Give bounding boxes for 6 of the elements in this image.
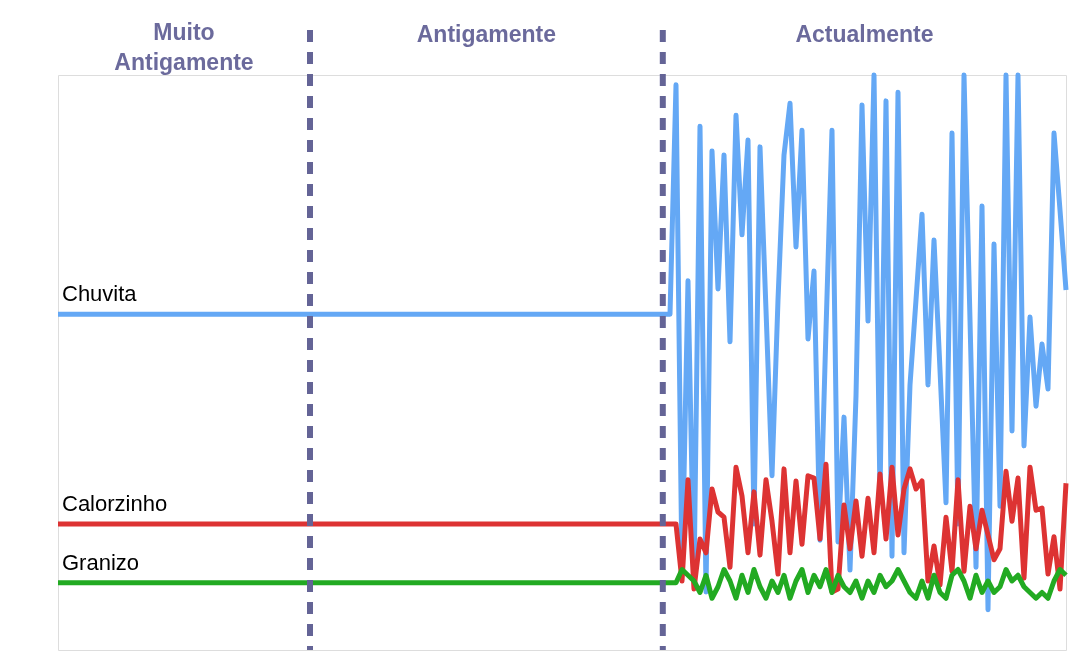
series-label: Granizo	[62, 549, 140, 575]
annotation: Muito Antigamente	[114, 19, 254, 75]
series-label: Chuvita	[62, 281, 138, 307]
text: Actualmente	[795, 21, 934, 47]
text: Antigamente	[416, 21, 557, 47]
series-label: Calorzinho	[62, 491, 168, 517]
